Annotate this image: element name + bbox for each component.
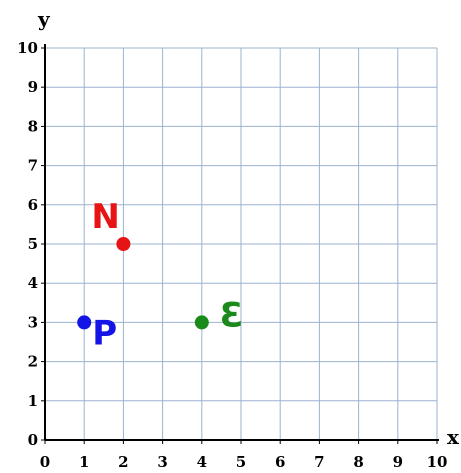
axes <box>41 44 439 444</box>
grid <box>45 47 438 440</box>
x-tick-label: 4 <box>197 453 207 471</box>
y-tick-label: 7 <box>28 157 38 175</box>
x-tick-label: 6 <box>275 453 285 471</box>
y-tick-label: 9 <box>28 78 38 96</box>
x-tick-label: 2 <box>118 453 128 471</box>
tick-labels: 0 1 2 3 4 5 6 7 8 9 10 0 1 2 3 4 5 6 7 8 9 10 <box>17 39 447 471</box>
points: P N Ɛ <box>77 197 243 353</box>
x-tick-label: 1 <box>79 453 89 471</box>
y-tick-label: 1 <box>28 392 38 410</box>
y-tick-label: 6 <box>28 196 38 214</box>
x-tick-label: 3 <box>157 453 167 471</box>
y-tick-label: 3 <box>28 313 38 331</box>
y-tick-label: 8 <box>28 117 38 135</box>
x-tick-label: 9 <box>393 453 403 471</box>
point-label: Ɛ <box>220 295 244 335</box>
point-e <box>194 315 209 330</box>
x-tick-label: 8 <box>353 453 363 471</box>
point-p <box>77 315 92 330</box>
x-tick-label: 5 <box>236 453 246 471</box>
y-tick-label: 2 <box>28 353 38 371</box>
y-tick-label: 4 <box>28 274 38 292</box>
y-tick-label: 0 <box>28 431 38 449</box>
y-tick-label: 10 <box>17 39 38 57</box>
y-tick-label: 5 <box>28 235 38 253</box>
x-tick-label: 0 <box>40 453 50 471</box>
x-tick-label: 7 <box>314 453 324 471</box>
point-label: P <box>92 313 117 353</box>
x-tick-label: 10 <box>427 453 448 471</box>
point-label: N <box>91 197 119 237</box>
point-n <box>116 237 131 251</box>
y-axis-label: y <box>37 7 51 31</box>
x-axis-label: x <box>447 425 460 449</box>
